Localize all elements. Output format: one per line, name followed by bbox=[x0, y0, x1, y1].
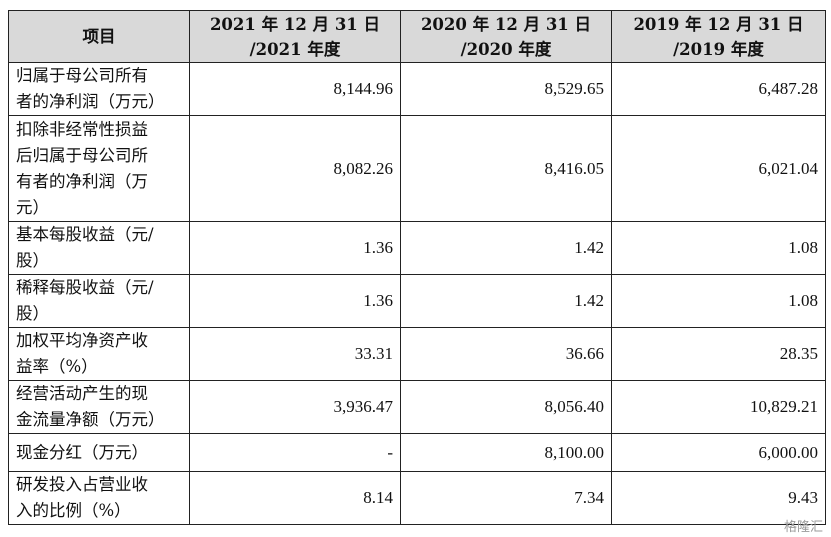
header-2020: 2020 年 12 月 31 日 /2020 年度 bbox=[400, 10, 612, 63]
row-label-line: 加权平均净资产收 bbox=[16, 331, 148, 350]
watermark-logo: 格隆汇 bbox=[783, 520, 823, 535]
header-item-text: 项目 bbox=[82, 27, 116, 46]
header-2021: 2021 年 12 月 31 日 /2021 年度 bbox=[189, 10, 401, 63]
row-label: 加权平均净资产收 益率（%） bbox=[8, 327, 190, 381]
value-cell: 8,416.05 bbox=[400, 115, 612, 222]
header-2021-line2: /2021 年度 bbox=[249, 39, 341, 59]
value-cell: 8,144.96 bbox=[189, 62, 401, 116]
value-cell: 8,056.40 bbox=[400, 380, 612, 434]
value-cell: 1.08 bbox=[611, 274, 826, 328]
row-label: 现金分红（万元） bbox=[8, 433, 190, 472]
header-2019-line2: /2019 年度 bbox=[673, 39, 764, 59]
value-cell: 36.66 bbox=[400, 327, 612, 381]
row-label-line: 金流量净额（万元） bbox=[16, 410, 165, 429]
value-cell: 1.08 bbox=[611, 221, 826, 275]
row-label-line: 者的净利润（万元） bbox=[16, 92, 165, 111]
row-label-line: 益率（%） bbox=[16, 357, 98, 376]
row-label-line: 稀释每股收益（元/ bbox=[16, 278, 154, 297]
header-item: 项目 bbox=[8, 10, 190, 63]
table-row: 研发投入占营业收 入的比例（%） 8.14 7.34 9.43 bbox=[8, 471, 826, 525]
table-header-row: 项目 2021 年 12 月 31 日 /2021 年度 2020 年 12 月… bbox=[8, 10, 826, 63]
row-label: 研发投入占营业收 入的比例（%） bbox=[8, 471, 190, 525]
table-row: 经营活动产生的现 金流量净额（万元） 3,936.47 8,056.40 10,829.… bbox=[8, 380, 826, 434]
row-label: 基本每股收益（元/股） bbox=[8, 221, 190, 275]
row-label-line: 研发投入占营业收 bbox=[16, 475, 148, 494]
value-cell: - bbox=[189, 433, 401, 472]
header-2020-line1: 2020 年 12 月 31 日 bbox=[420, 14, 592, 34]
value-cell: 1.36 bbox=[189, 274, 401, 328]
row-label: 稀释每股收益（元/股） bbox=[8, 274, 190, 328]
table-row: 基本每股收益（元/股） 1.36 1.42 1.08 bbox=[8, 221, 826, 275]
value-cell: 8,529.65 bbox=[400, 62, 612, 116]
value-cell: 8,100.00 bbox=[400, 433, 612, 472]
value-cell: 10,829.21 bbox=[611, 380, 826, 434]
row-label-line: 元） bbox=[16, 197, 49, 217]
header-2019-line1: 2019 年 12 月 31 日 bbox=[633, 14, 804, 34]
table-row: 加权平均净资产收 益率（%） 33.31 36.66 28.35 bbox=[8, 327, 826, 381]
value-cell: 7.34 bbox=[400, 471, 612, 525]
header-2020-line2: /2020 年度 bbox=[460, 39, 552, 59]
row-label-line: 归属于母公司所有 bbox=[16, 66, 148, 85]
row-label-line: 股） bbox=[16, 304, 49, 323]
row-label-line: 后归属于母公司所 bbox=[16, 145, 148, 165]
row-label-line: 现金分红（万元） bbox=[16, 442, 148, 462]
value-cell: 1.42 bbox=[400, 274, 612, 328]
value-cell: 28.35 bbox=[611, 327, 826, 381]
value-cell: 1.42 bbox=[400, 221, 612, 275]
row-label-line: 经营活动产生的现 bbox=[16, 384, 148, 403]
table-row: 稀释每股收益（元/股） 1.36 1.42 1.08 bbox=[8, 274, 826, 328]
value-cell: 9.43 bbox=[611, 471, 826, 525]
row-label-line: 扣除非经常性损益 bbox=[16, 119, 148, 139]
header-2019: 2019 年 12 月 31 日 /2019 年度 bbox=[611, 10, 826, 63]
value-cell: 33.31 bbox=[189, 327, 401, 381]
value-cell: 8.14 bbox=[189, 471, 401, 525]
table-row: 现金分红（万元） -8,100.00 6,000.00 bbox=[8, 433, 826, 472]
row-label: 经营活动产生的现 金流量净额（万元） bbox=[8, 380, 190, 434]
value-cell: 1.36 bbox=[189, 221, 401, 275]
value-cell: 6,021.04 bbox=[611, 115, 826, 222]
value-cell: 8,082.26 bbox=[189, 115, 401, 222]
table-row: 扣除非经常性损益 后归属于母公司所 有者的净利润（万 元） 8,082.26 8,416.… bbox=[8, 115, 826, 222]
table-row: 归属于母公司所有 者的净利润（万元） 8,144.96 8,529.65 6,487.2… bbox=[8, 62, 826, 116]
value-cell: 6,487.28 bbox=[611, 62, 826, 116]
value-cell: 6,000.00 bbox=[611, 433, 826, 472]
row-label-line: 股） bbox=[16, 251, 49, 270]
financial-summary-table: 项目 2021 年 12 月 31 日 /2021 年度 2020 年 12 月… bbox=[8, 10, 826, 525]
row-label-line: 入的比例（%） bbox=[16, 501, 131, 520]
row-label-line: 有者的净利润（万 bbox=[16, 171, 148, 191]
value-cell: 3,936.47 bbox=[189, 380, 401, 434]
row-label-line: 基本每股收益（元/ bbox=[16, 225, 154, 244]
row-label: 归属于母公司所有 者的净利润（万元） bbox=[8, 62, 190, 116]
row-label: 扣除非经常性损益 后归属于母公司所 有者的净利润（万 元） bbox=[8, 115, 190, 222]
header-2021-line1: 2021 年 12 月 31 日 bbox=[209, 14, 381, 34]
